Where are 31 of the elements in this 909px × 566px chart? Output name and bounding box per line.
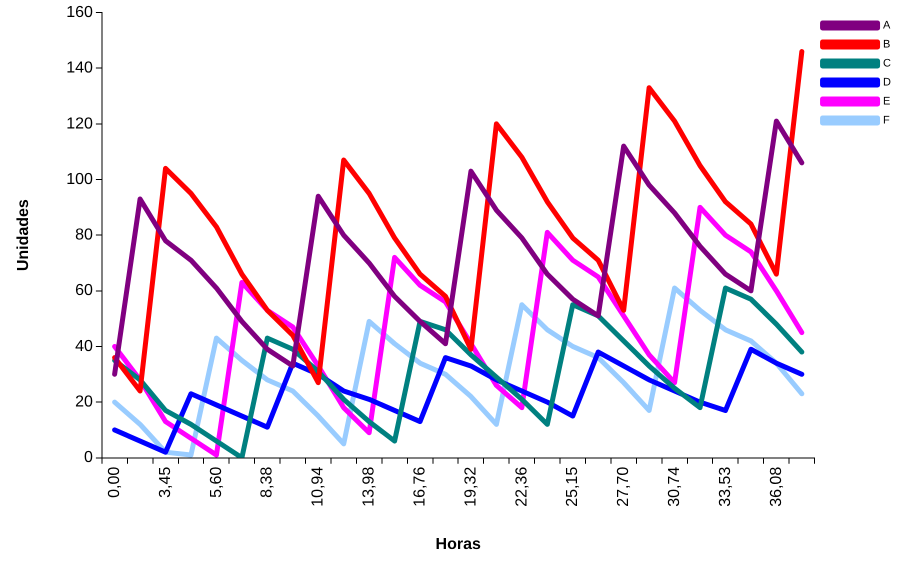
y-axis-title: Unidades (15, 199, 32, 272)
y-tick-label: 120 (66, 115, 93, 132)
x-tick-label: 0,00 (106, 466, 124, 498)
x-tick-label: 27,70 (615, 466, 632, 507)
y-tick-label: 0 (84, 449, 93, 466)
y-tick-label: 60 (75, 282, 93, 300)
y-tick-label: 40 (75, 338, 93, 355)
y-tick-label: 80 (75, 226, 93, 244)
legend-label: E (883, 96, 890, 108)
x-tick-label: 5,60 (208, 466, 225, 498)
legend-label: A (883, 20, 892, 32)
legend-label: D (883, 76, 892, 89)
legend-label: F (883, 114, 890, 127)
x-tick-label: 8,38 (258, 466, 276, 498)
x-axis-title: Horas (436, 536, 481, 553)
y-tick-label: 20 (75, 394, 93, 411)
y-tick-label: 100 (66, 170, 93, 188)
x-tick-label: 16,76 (411, 466, 428, 507)
x-tick-label: 3,45 (156, 466, 174, 498)
x-tick-label: 13,98 (360, 466, 378, 507)
legend-label: B (883, 38, 890, 51)
x-tick-label: 10,94 (310, 466, 327, 507)
x-tick-label: 30,74 (666, 466, 683, 507)
y-tick-label: 160 (66, 4, 93, 22)
x-tick-label: 33,53 (716, 466, 734, 507)
x-tick-label: 22,36 (513, 466, 530, 507)
x-tick-label: 25,15 (564, 466, 582, 507)
x-tick-label: 19,32 (462, 466, 480, 507)
y-tick-label: 140 (66, 60, 93, 77)
x-tick-label: 36,08 (768, 466, 785, 507)
legend-label: C (883, 58, 892, 70)
